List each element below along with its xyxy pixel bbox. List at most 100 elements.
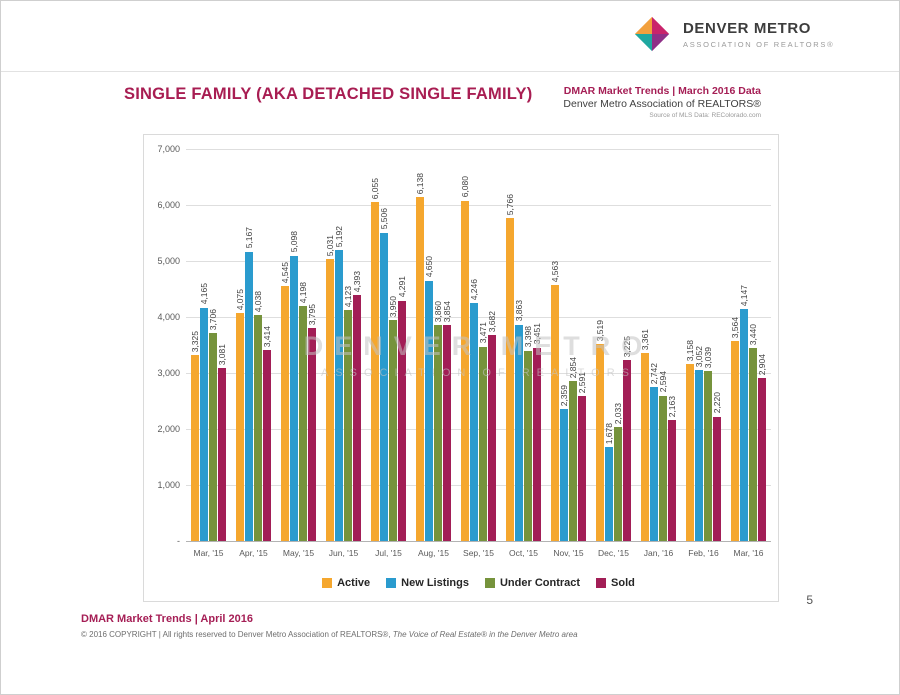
legend-swatch-new-listings xyxy=(386,578,397,588)
x-axis-line xyxy=(186,541,771,542)
bar-value-label: 4,147 xyxy=(739,284,749,306)
legend-label: Active xyxy=(337,577,371,589)
page-title: SINGLE FAMILY (AKA DETACHED SINGLE FAMIL… xyxy=(124,85,533,103)
bar-value-label: 2,220 xyxy=(712,392,722,414)
bar-value-label: 3,225 xyxy=(622,336,632,358)
x-tick-label: Mar, '16 xyxy=(733,548,764,558)
legend-item-active: Active xyxy=(322,577,370,589)
bar-under-contract xyxy=(479,346,487,541)
bar-active xyxy=(416,197,424,541)
bar-active xyxy=(236,312,244,541)
bar-value-label: 3,863 xyxy=(514,300,524,322)
logo-tagline: ASSOCIATION OF REALTORS® xyxy=(683,39,835,49)
bar-active xyxy=(596,343,604,541)
legend-label: Under Contract xyxy=(499,577,581,589)
bar-value-label: 3,414 xyxy=(262,325,272,347)
bar-new-listings xyxy=(695,370,703,541)
bar-value-label: 4,075 xyxy=(235,288,245,310)
x-tick-label: May, '15 xyxy=(282,548,315,558)
bar-value-label: 2,594 xyxy=(658,371,668,393)
bar-value-label: 4,563 xyxy=(550,261,560,283)
bar-under-contract xyxy=(524,350,532,541)
bar-new-listings xyxy=(605,447,613,541)
bar-under-contract xyxy=(254,314,262,541)
bar-value-label: 3,451 xyxy=(532,323,542,345)
bar-value-label: 4,165 xyxy=(199,283,209,305)
bar-under-contract xyxy=(659,395,667,541)
bar-value-label: 6,055 xyxy=(370,177,380,199)
legend-swatch-under-contract xyxy=(484,578,495,588)
bar-active xyxy=(551,285,559,541)
bar-value-label: 4,038 xyxy=(253,290,263,312)
dmar-logo: DENVER METRO ASSOCIATION OF REALTORS® xyxy=(631,14,834,54)
dmar-logo-icon xyxy=(634,16,670,52)
bar-value-label: 2,904 xyxy=(757,354,767,376)
bar-active xyxy=(686,364,694,541)
bar-new-listings xyxy=(245,251,253,541)
header-divider xyxy=(1,71,899,72)
data-source-block: DMAR Market Trends | March 2016 Data Den… xyxy=(563,85,761,119)
gridline xyxy=(186,261,771,262)
legend-label: Sold xyxy=(611,577,635,589)
gridline xyxy=(186,485,771,486)
gridline xyxy=(186,317,771,318)
footer-copyright: © 2016 COPYRIGHT | All rights reserved t… xyxy=(81,630,578,639)
bar-value-label: 6,138 xyxy=(415,173,425,195)
logo-text: DENVER METRO ASSOCIATION OF REALTORS® xyxy=(683,20,834,49)
bar-under-contract xyxy=(209,333,217,541)
bar-active xyxy=(641,352,649,541)
gridline xyxy=(186,429,771,430)
bar-value-label: 3,564 xyxy=(730,317,740,339)
legend-swatch-active xyxy=(322,578,333,588)
source-line-2: Denver Metro Association of REALTORS® xyxy=(563,98,761,110)
y-tick-label: 6,000 xyxy=(157,200,180,210)
x-tick-label: Jan, '16 xyxy=(643,548,674,558)
bar-sold xyxy=(623,360,631,541)
y-tick-label: 3,000 xyxy=(157,368,180,378)
bar-value-label: 5,098 xyxy=(289,231,299,253)
bar-value-label: 4,545 xyxy=(280,262,290,284)
x-tick-label: Aug, '15 xyxy=(418,548,449,558)
page-number: 5 xyxy=(806,593,813,607)
bar-new-listings xyxy=(470,303,478,541)
bar-sold xyxy=(263,349,271,541)
footer-title: DMAR Market Trends | April 2016 xyxy=(81,613,253,625)
bar-value-label: 5,192 xyxy=(334,225,344,248)
bar-value-label: 2,163 xyxy=(667,395,677,417)
legend-label: New Listings xyxy=(401,577,469,589)
x-tick-label: Dec, '15 xyxy=(598,548,629,558)
gridline xyxy=(186,205,771,206)
bar-active xyxy=(281,286,289,541)
legend-item-sold: Sold xyxy=(596,577,635,589)
bar-value-label: 1,678 xyxy=(604,422,614,445)
bar-sold xyxy=(398,300,406,541)
bar-sold xyxy=(578,395,586,541)
bar-value-label: 3,682 xyxy=(487,310,497,332)
source-line-1: DMAR Market Trends | March 2016 Data xyxy=(563,85,761,97)
bar-active xyxy=(461,200,469,541)
bar-value-label: 4,291 xyxy=(397,276,407,298)
bar-value-label: 2,359 xyxy=(559,384,569,406)
legend-item-new-listings: New Listings xyxy=(386,577,469,589)
bar-new-listings xyxy=(650,387,658,541)
bar-sold xyxy=(713,416,721,541)
bar-new-listings xyxy=(380,232,388,541)
bar-chart: DENVER METRO ASSOCIATION OF REALTORS -1,… xyxy=(143,134,779,602)
y-tick-label: 5,000 xyxy=(157,256,180,266)
bar-value-label: 5,506 xyxy=(379,208,389,230)
bar-sold xyxy=(308,328,316,541)
bar-under-contract xyxy=(299,305,307,541)
bar-sold xyxy=(488,334,496,541)
bar-value-label: 4,393 xyxy=(352,270,362,292)
bar-active xyxy=(371,201,379,541)
bar-sold xyxy=(218,368,226,541)
bar-new-listings xyxy=(425,280,433,541)
bar-value-label: 3,854 xyxy=(442,300,452,323)
y-tick-label: 2,000 xyxy=(157,424,180,434)
bar-new-listings xyxy=(200,307,208,541)
bar-value-label: 3,706 xyxy=(208,309,218,331)
bar-sold xyxy=(668,419,676,541)
bar-value-label: 5,766 xyxy=(505,193,515,216)
gridline xyxy=(186,149,771,150)
bar-active xyxy=(731,341,739,541)
